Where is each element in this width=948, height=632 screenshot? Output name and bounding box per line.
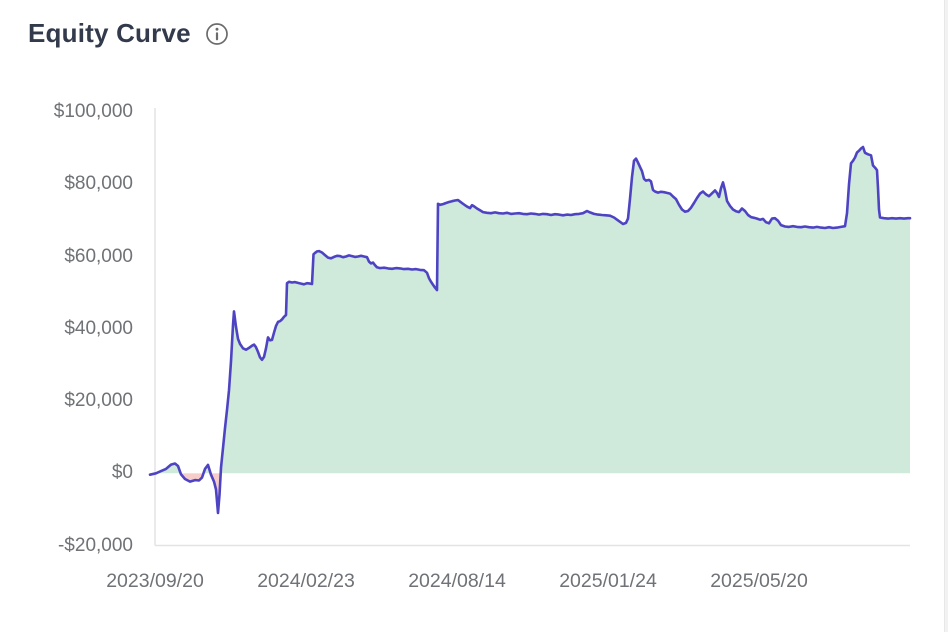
- y-tick-label: -$20,000: [57, 534, 133, 556]
- y-tick-label: $20,000: [64, 390, 133, 411]
- x-tick-label: 2024/02/23: [257, 570, 355, 592]
- y-axis-labels: $100,000 $80,000 $60,000 $40,000 $20,000 $0 -$…: [0, 0, 133, 632]
- x-tick-label: 2025/01/24: [559, 570, 657, 592]
- y-tick-label: $0: [111, 462, 133, 484]
- info-icon[interactable]: [205, 22, 229, 46]
- y-tick-label: $80,000: [64, 173, 133, 195]
- x-tick-label: 2024/08/14: [408, 570, 506, 592]
- x-tick-label: 2025/05/20: [710, 570, 808, 592]
- y-tick-label: $40,000: [64, 317, 133, 339]
- x-tick-label: 2023/09/20: [106, 570, 204, 592]
- y-tick-label: $100,000: [53, 101, 133, 122]
- page-title: Equity Curve: [28, 18, 191, 48]
- area-fill-positive: [156, 147, 910, 474]
- y-tick-label: $60,000: [64, 245, 133, 267]
- chart-header: Equity Curve: [28, 18, 229, 49]
- equity-line: [148, 145, 912, 515]
- scrollbar-track[interactable]: [944, 0, 948, 632]
